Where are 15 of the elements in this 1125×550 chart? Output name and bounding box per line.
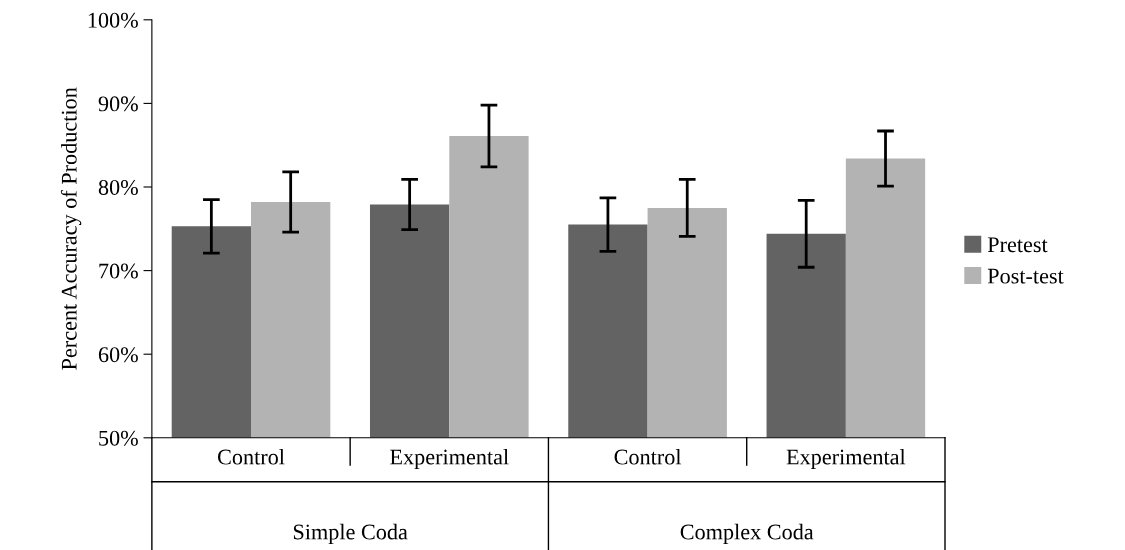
y-tick-label: 90% xyxy=(98,96,138,112)
text: Complex Coda xyxy=(680,523,814,545)
y-axis-title: Percent Accuracy of Production xyxy=(60,87,82,370)
y-tick-label: 100% xyxy=(88,12,138,28)
legend-label: Post-test xyxy=(987,268,1064,284)
text: Simple Coda xyxy=(293,523,408,545)
x-tick-label: Experimental xyxy=(786,448,906,470)
y-tick-label: 50% xyxy=(99,430,138,446)
legend-label: Pretest xyxy=(987,237,1048,253)
x-tick-label: Control xyxy=(217,448,285,465)
y-tick-label: 60% xyxy=(98,347,138,363)
x-tick-label: Control xyxy=(614,448,682,465)
y-tick-label: 70% xyxy=(99,263,138,279)
x-tick-label: Experimental xyxy=(390,448,509,470)
y-tick-label: 80% xyxy=(98,179,138,195)
